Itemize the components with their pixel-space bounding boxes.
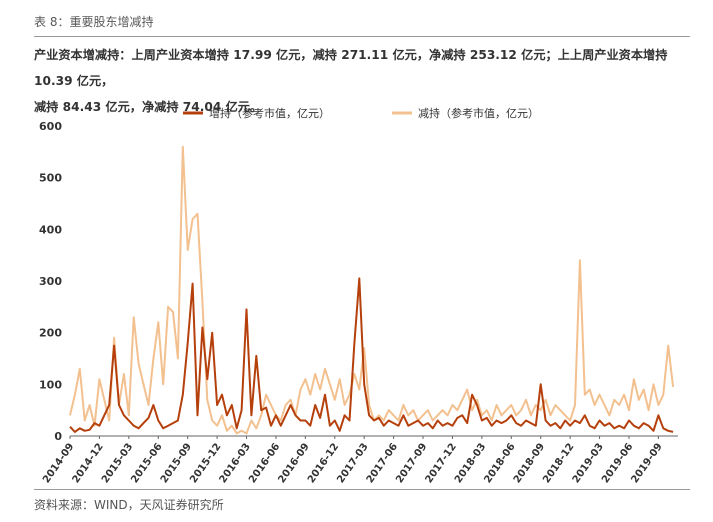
series-decrease-line [69, 145, 675, 435]
y-tick-label: 600 [39, 120, 62, 133]
y-tick-label: 500 [39, 172, 62, 185]
source-note: 资料来源：WIND，天风证券研究所 [34, 498, 224, 512]
summary-text: 产业资本增减持：上周产业资本增持 17.99 亿元，减持 271.11 亿元，净… [34, 42, 690, 120]
summary-line-2: 减持 84.43 亿元，净减持 74.04 亿元。 [34, 100, 263, 114]
y-tick-label: 100 [39, 378, 62, 391]
series-increase-line [69, 277, 674, 433]
summary-line-1: 产业资本增减持：上周产业资本增持 17.99 亿元，减持 271.11 亿元，净… [34, 48, 668, 88]
table-caption: 表 8：重要股东增减持 [34, 15, 154, 29]
bottom-rule [34, 489, 690, 490]
legend-increase-label: 增持（参考市值，亿元） [209, 106, 330, 120]
y-tick-label: 300 [39, 275, 62, 288]
top-rule [34, 36, 690, 37]
legend-decrease-label: 减持（参考市值，亿元） [418, 106, 539, 120]
y-tick-label: 400 [39, 223, 62, 236]
y-tick-label: 200 [39, 327, 62, 340]
y-tick-label: 0 [54, 430, 62, 443]
